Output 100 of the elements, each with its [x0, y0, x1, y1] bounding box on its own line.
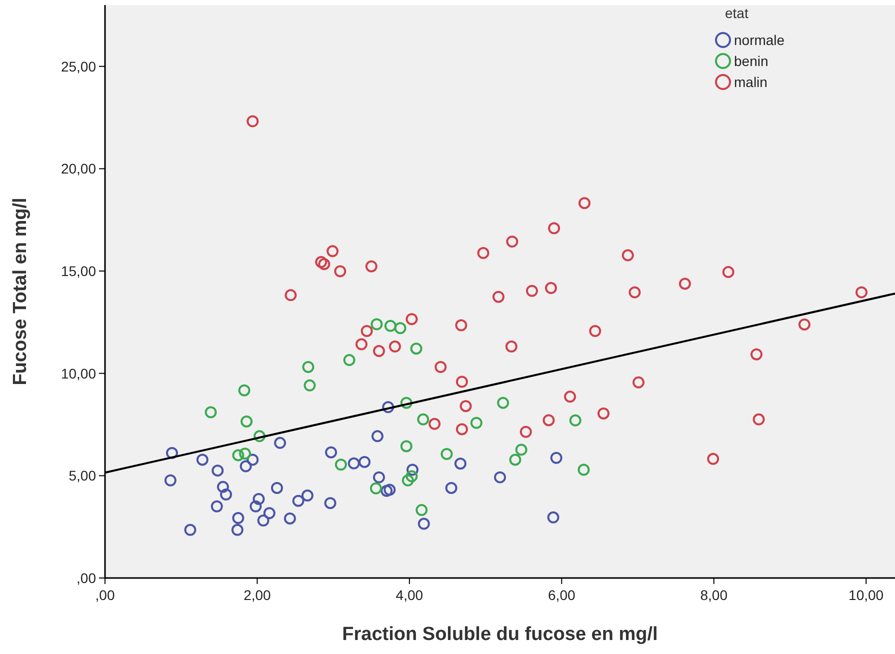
legend-label: normale [734, 32, 785, 48]
point [263, 507, 276, 520]
point [456, 423, 468, 436]
point [550, 452, 562, 464]
point [355, 338, 368, 350]
point [542, 414, 555, 426]
point [382, 401, 394, 414]
point [372, 345, 385, 358]
point [238, 384, 250, 396]
point [231, 524, 244, 536]
point [494, 471, 506, 484]
point [418, 518, 430, 530]
point [358, 456, 371, 468]
point [628, 286, 641, 298]
point [417, 413, 430, 426]
point [250, 500, 262, 512]
point [204, 406, 217, 418]
point [622, 249, 634, 262]
x-tick-label: ,00 [95, 587, 115, 603]
point [166, 446, 178, 459]
point [544, 282, 557, 294]
y-tick-label: 25,00 [60, 58, 96, 74]
point [578, 464, 590, 476]
point [856, 286, 868, 298]
point [325, 446, 338, 458]
point [578, 197, 590, 210]
point [318, 258, 330, 270]
point [284, 512, 296, 524]
point [400, 440, 412, 452]
legend-title: etat [725, 5, 748, 21]
point [752, 413, 765, 426]
point [360, 324, 373, 337]
point [239, 448, 252, 460]
point [384, 320, 396, 332]
point [460, 400, 472, 412]
point [678, 278, 691, 290]
x-tick-label: 2,00 [244, 587, 272, 603]
point [302, 361, 314, 374]
point [410, 342, 422, 355]
point [315, 256, 328, 268]
point [164, 474, 176, 486]
y-tick-label: 10,00 [60, 365, 96, 382]
point [301, 490, 314, 502]
point [428, 418, 441, 430]
point [334, 265, 346, 278]
point [388, 340, 401, 353]
point [598, 407, 610, 420]
y-tick-label: 5,00 [68, 468, 96, 484]
point [304, 379, 316, 392]
x-tick-label: 8,00 [700, 587, 728, 603]
x-tick-label: 4,00 [396, 587, 424, 603]
point [477, 247, 490, 260]
point [548, 222, 560, 234]
y-tick-label: 15,00 [60, 263, 96, 280]
point [380, 484, 393, 497]
point [750, 348, 762, 360]
point [394, 322, 406, 334]
x-tick-label: 6,00 [548, 587, 576, 603]
point [564, 390, 576, 403]
point [343, 354, 356, 366]
point [707, 452, 720, 465]
point [210, 500, 223, 512]
point [240, 415, 253, 428]
legend-label: benin [734, 53, 768, 69]
point [406, 313, 418, 326]
point [455, 319, 468, 332]
point [470, 416, 482, 429]
point [520, 426, 532, 438]
point [334, 458, 347, 471]
point [212, 464, 224, 477]
point [246, 454, 259, 466]
point [252, 493, 265, 506]
point [402, 474, 414, 486]
point [254, 430, 266, 442]
point [515, 444, 528, 456]
point [365, 260, 378, 272]
point [589, 324, 602, 337]
point [384, 484, 396, 496]
point [506, 236, 518, 248]
point [505, 340, 518, 353]
point [184, 524, 196, 536]
point [348, 457, 360, 470]
point [497, 396, 510, 409]
point [445, 482, 458, 494]
point [434, 361, 447, 374]
point [492, 290, 504, 303]
point [232, 449, 244, 462]
point [370, 318, 383, 330]
y-axis-title: Fucose Total en mg/l [10, 198, 31, 386]
point [324, 497, 336, 510]
x-axis-title: Fraction Soluble du fucose en mg/l [342, 624, 658, 645]
point [246, 115, 259, 128]
point [526, 284, 538, 297]
point [196, 454, 208, 466]
point [509, 454, 522, 466]
point [416, 504, 428, 516]
point [274, 436, 286, 449]
point [547, 511, 560, 524]
x-tick-label: 10,00 [848, 587, 884, 603]
point [240, 460, 252, 472]
